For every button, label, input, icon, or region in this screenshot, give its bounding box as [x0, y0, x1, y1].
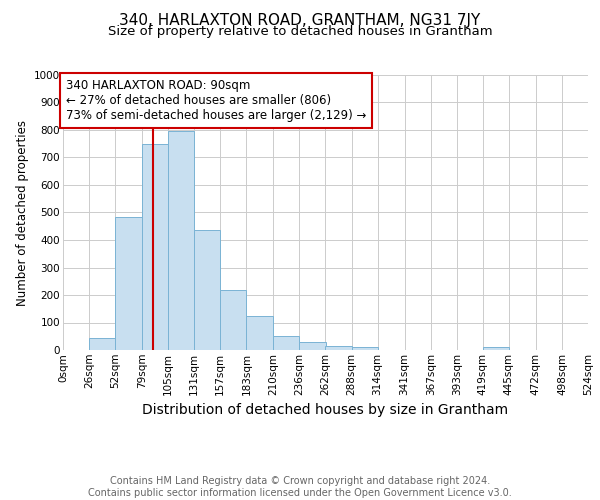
Text: Contains HM Land Registry data © Crown copyright and database right 2024.
Contai: Contains HM Land Registry data © Crown c…: [88, 476, 512, 498]
Bar: [325, 346, 352, 350]
Bar: [247, 316, 274, 350]
Text: 340, HARLAXTON ROAD, GRANTHAM, NG31 7JY: 340, HARLAXTON ROAD, GRANTHAM, NG31 7JY: [119, 12, 481, 28]
Y-axis label: Number of detached properties: Number of detached properties: [16, 120, 29, 306]
Bar: [220, 290, 247, 350]
Bar: [483, 347, 509, 350]
Bar: [274, 336, 299, 350]
Bar: [194, 230, 220, 350]
Bar: [142, 144, 168, 350]
Bar: [115, 216, 142, 350]
Bar: [89, 338, 115, 350]
X-axis label: Distribution of detached houses by size in Grantham: Distribution of detached houses by size …: [142, 403, 509, 417]
Text: 340 HARLAXTON ROAD: 90sqm
← 27% of detached houses are smaller (806)
73% of semi: 340 HARLAXTON ROAD: 90sqm ← 27% of detac…: [65, 79, 366, 122]
Text: Size of property relative to detached houses in Grantham: Size of property relative to detached ho…: [107, 25, 493, 38]
Bar: [299, 342, 325, 350]
Bar: [352, 347, 377, 350]
Bar: [168, 132, 194, 350]
